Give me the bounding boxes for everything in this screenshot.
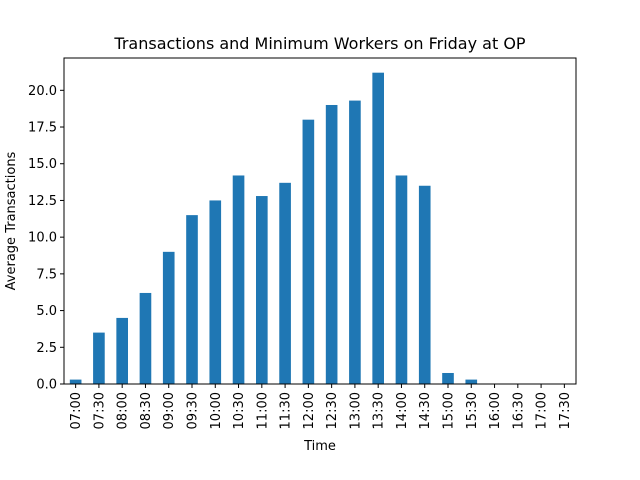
x-tick-label: 11:30 bbox=[279, 392, 294, 429]
x-axis-label: Time bbox=[303, 439, 336, 454]
bar-1300 bbox=[349, 100, 361, 385]
bar-1330 bbox=[372, 72, 384, 384]
bar-0930 bbox=[186, 215, 198, 384]
x-tick-label: 12:00 bbox=[302, 392, 317, 429]
bar-1500 bbox=[442, 372, 454, 384]
x-tick-label: 14:30 bbox=[418, 392, 433, 429]
bar-1530 bbox=[465, 379, 478, 384]
x-tick-label: 17:00 bbox=[535, 392, 550, 429]
bar-1130 bbox=[279, 182, 291, 384]
x-tick-label: 15:30 bbox=[465, 392, 480, 429]
x-tick-label: 13:00 bbox=[348, 392, 363, 429]
bar-0830 bbox=[139, 292, 152, 384]
x-tick-label: 14:00 bbox=[395, 392, 410, 429]
bar-0900 bbox=[162, 251, 175, 384]
bar-1230 bbox=[325, 104, 338, 384]
x-tick-label: 11:00 bbox=[255, 392, 270, 429]
y-tick-label: 2.5 bbox=[36, 341, 57, 356]
bar-0700 bbox=[69, 379, 82, 384]
bar-1400 bbox=[395, 175, 408, 384]
y-tick-label: 7.5 bbox=[36, 267, 57, 282]
y-axis-ticks: 0.0 2.5 5.0 7.5 10.0 12.5 15.0 17.5 20.0 bbox=[28, 84, 64, 393]
x-axis-ticks: 07:00 07:30 08:00 08:30 09:00 09:30 10:00 10:30… bbox=[69, 384, 573, 429]
x-tick-label: 12:30 bbox=[325, 392, 340, 429]
bar-1200 bbox=[302, 119, 315, 385]
y-tick-label: 5.0 bbox=[36, 304, 57, 319]
x-tick-label: 16:30 bbox=[511, 392, 526, 429]
y-tick-label: 10.0 bbox=[28, 231, 57, 246]
plot-frame bbox=[63, 57, 577, 385]
x-tick-label: 09:30 bbox=[186, 392, 201, 429]
y-tick-label: 17.5 bbox=[28, 121, 57, 136]
chart-title: Transactions and Minimum Workers on Frid… bbox=[113, 34, 526, 53]
x-tick-label: 10:30 bbox=[232, 392, 247, 429]
bar-1430 bbox=[418, 185, 431, 384]
x-tick-label: 08:00 bbox=[116, 392, 131, 429]
bar-1030 bbox=[232, 175, 245, 384]
bar-0730 bbox=[93, 332, 105, 384]
bar-1100 bbox=[256, 196, 268, 384]
x-tick-label: 10:00 bbox=[209, 392, 224, 429]
y-tick-label: 0.0 bbox=[36, 378, 57, 393]
x-tick-label: 15:00 bbox=[442, 392, 457, 429]
y-tick-label: 20.0 bbox=[28, 84, 57, 99]
y-axis-label: Average Transactions bbox=[4, 151, 19, 290]
y-tick-label: 12.5 bbox=[28, 194, 57, 209]
bars-group bbox=[69, 72, 478, 385]
x-tick-label: 07:00 bbox=[69, 392, 84, 429]
x-tick-label: 16:00 bbox=[488, 392, 503, 429]
y-tick-label: 15.0 bbox=[28, 157, 57, 172]
bar-1000 bbox=[209, 200, 222, 384]
x-tick-label: 17:30 bbox=[558, 392, 573, 429]
x-tick-label: 07:30 bbox=[92, 392, 107, 429]
x-tick-label: 09:00 bbox=[162, 392, 177, 429]
x-tick-label: 13:30 bbox=[372, 392, 387, 429]
x-tick-label: 08:30 bbox=[139, 392, 154, 429]
bar-0800 bbox=[116, 317, 128, 384]
